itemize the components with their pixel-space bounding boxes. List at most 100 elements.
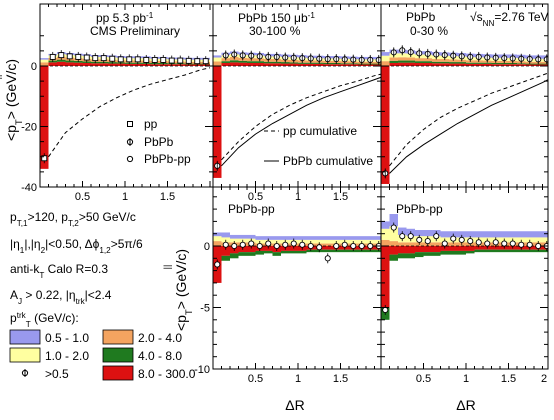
bar-4-0-8-0 <box>525 249 534 253</box>
x-tick-label: 1.5 <box>333 373 348 385</box>
bar-8-0-300-0 <box>440 63 449 66</box>
y-axis-title-bottom: <pT> (GeV/c) <box>173 249 195 331</box>
bar-8-0-300-0 <box>406 246 415 254</box>
bar-8-0-300-0 <box>508 64 517 66</box>
cut-pt-label: pT,1>120, pT,2>50 GeV/c <box>10 210 136 228</box>
cut-eta-phi-label-part: 1 <box>20 246 25 255</box>
energy-label-part: NN <box>483 19 495 28</box>
bar-0-5-1-0 <box>323 236 332 240</box>
pp-lumi-label-part: -1 <box>146 11 154 20</box>
bar-8-0-300-0 <box>298 63 307 66</box>
bar-4-0-8-0 <box>389 60 398 63</box>
pbpb-lumi-label-part: -1 <box>308 11 316 20</box>
bar-8-0-300-0 <box>281 63 290 66</box>
legend-label-pbpb-cumulative: PbPb cumulative <box>283 154 373 168</box>
bar-4-0-8-0 <box>389 254 398 261</box>
marker-pbpb-pp <box>484 240 491 247</box>
marker-pp <box>41 155 48 162</box>
legend-label-pp: pp <box>144 117 158 131</box>
bar-4-0-8-0 <box>406 253 415 259</box>
bar-0-5-1-0 <box>264 236 273 240</box>
jet-algorithm-label-part: anti-k <box>10 262 40 276</box>
marker-pbpb-pp <box>350 242 357 250</box>
bar-0-5-1-0 <box>213 232 222 237</box>
bar-4-0-8-0 <box>491 249 500 253</box>
bar-2-0-4-0 <box>449 242 458 246</box>
pbpb-lumi-label-part: PbPb 150 μb <box>238 11 308 25</box>
energy-label: √sNN=2.76 TeV <box>470 10 549 28</box>
pt-bins-heading-part: (GeV/c): <box>31 311 79 325</box>
bar-4-0-8-0 <box>238 252 247 256</box>
bar-0-5-1-0 <box>389 214 398 227</box>
bar-2-0-4-0 <box>398 57 407 61</box>
marker-pbpb-pp <box>458 236 465 243</box>
bar-8-0-300-0 <box>332 64 341 66</box>
pbpb-lumi-label: PbPb 150 μb-1 <box>238 11 315 26</box>
bar-4-0-8-0 <box>508 62 517 65</box>
panel-frame <box>380 186 549 370</box>
x-tick-label: 0.5 <box>75 191 90 203</box>
panel-2 <box>380 3 549 188</box>
cumulative-pp-cumulative <box>221 73 381 161</box>
panel-0: 0.5 1 1.5 -40 -20 0 <box>21 3 214 203</box>
bar-2-0-4-0 <box>381 61 390 66</box>
legend-label: 0.5 - 1.0 <box>45 331 89 345</box>
bar-0-5-1-0 <box>366 236 375 240</box>
bar-4-0-8-0 <box>483 62 492 64</box>
bar-0-5-1-0 <box>289 236 298 240</box>
pt-bins-heading: ptrkT (GeV/c): <box>10 311 79 329</box>
bar-0-5-1-0 <box>238 234 247 239</box>
bar-8-0-300-0 <box>349 64 358 66</box>
bar-4-0-8-0 <box>255 250 264 255</box>
bar-8-0-300-0 <box>238 62 247 66</box>
cut-pt-label-part: p <box>10 210 17 224</box>
marker-pbpb-pp <box>382 306 389 314</box>
cut-eta-phi-label-part: |η <box>10 237 20 251</box>
marker-pbpb-pp <box>407 233 414 240</box>
cut-pt-label-part: T,2 <box>68 219 79 228</box>
bar-0-5-1-0 <box>542 231 548 238</box>
marker-pbpb-pp <box>239 241 246 248</box>
bar-1-0-2-0 <box>315 239 324 244</box>
cumulative-pp-cumulative <box>389 72 548 167</box>
bar-2-0-4-0 <box>389 241 398 246</box>
bar-0-5-1-0 <box>457 231 466 238</box>
bar-4-0-8-0 <box>508 249 517 253</box>
bar-0-5-1-0 <box>440 231 449 238</box>
bar-4-0-8-0 <box>221 255 230 261</box>
cut-eta-phi-label: |η1|,|η2|<0.50, Δϕ1,2>5π/6 <box>10 237 143 255</box>
x-tick-label: 2 <box>541 373 547 385</box>
plot-area <box>381 45 548 184</box>
bar-8-0-300-0 <box>133 63 142 66</box>
bar-4-0-8-0 <box>374 249 381 253</box>
marker-pp <box>134 56 141 63</box>
bar-8-0-300-0 <box>389 62 398 66</box>
bar-2-0-4-0 <box>423 58 432 62</box>
bar-0-5-1-0 <box>500 231 509 238</box>
marker-pbpb-pp <box>316 244 323 251</box>
marker-pp <box>194 58 201 65</box>
marker-pbpb-pp <box>358 242 365 250</box>
marker-pbpb-pp <box>518 241 525 248</box>
centrality-peripheral-label: 30-100 % <box>249 24 301 38</box>
bar-2-0-4-0 <box>432 242 441 246</box>
bar-2-0-4-0 <box>381 239 390 246</box>
bar-8-0-300-0 <box>264 63 273 66</box>
bar-8-0-300-0 <box>323 64 332 66</box>
y-axis-title-top-part: <p <box>3 125 19 141</box>
bar-1-0-2-0 <box>213 236 222 242</box>
bar-8-0-300-0 <box>423 246 432 253</box>
bar-0-5-1-0 <box>213 55 222 58</box>
bar-2-0-4-0 <box>542 61 548 64</box>
bar-0-5-1-0 <box>466 231 475 238</box>
y-axis-title-bottom-part: > (GeV/c) <box>173 249 189 309</box>
plot-area <box>213 49 381 178</box>
bar-8-0-300-0 <box>491 246 500 250</box>
bar-0-5-1-0 <box>423 230 432 237</box>
cut-eta-phi-label-part: |,|η <box>24 237 40 251</box>
y-tick-label: -20 <box>21 122 37 134</box>
centrality-central-label: 0-30 % <box>410 24 448 38</box>
bar-8-0-300-0 <box>449 246 458 251</box>
marker-pbpb-pp <box>248 240 255 247</box>
bar-4-0-8-0 <box>57 59 66 62</box>
